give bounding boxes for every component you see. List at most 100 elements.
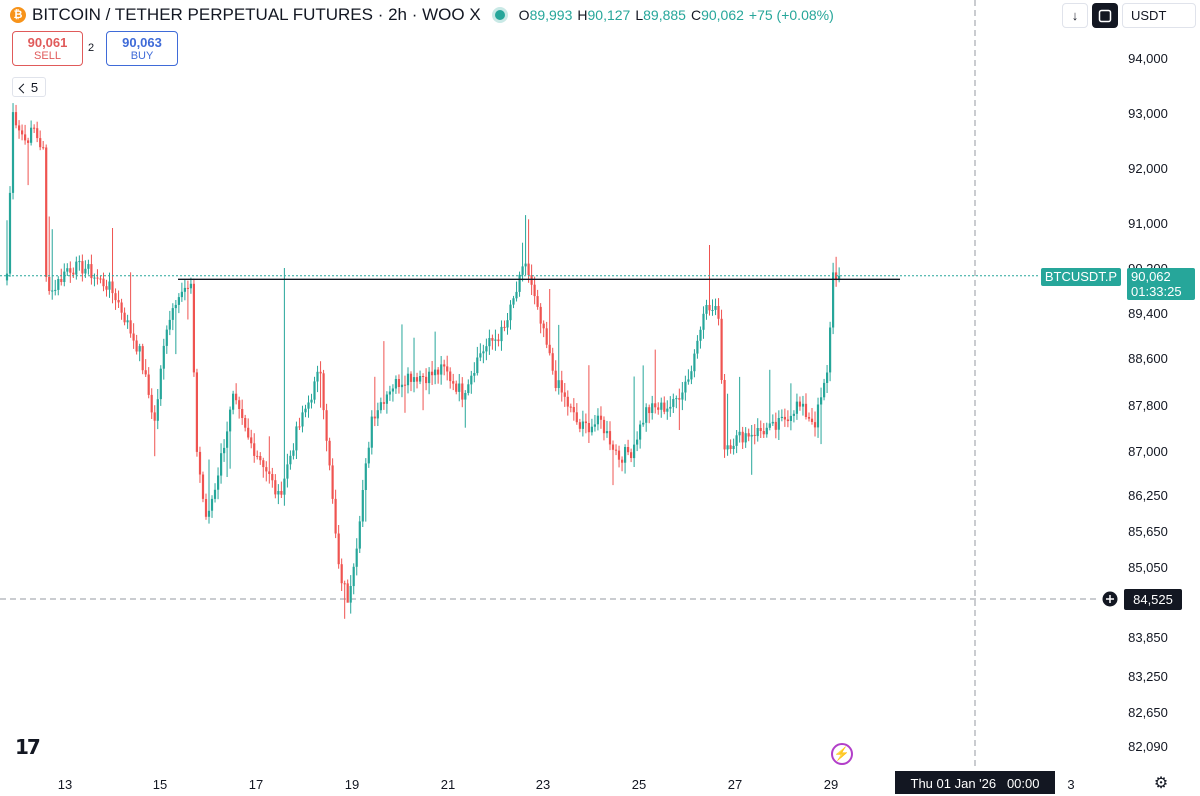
candle-body (54, 289, 57, 291)
candle-body (60, 279, 63, 282)
candle-body (705, 305, 708, 314)
candle-body (99, 278, 102, 280)
candle-body (608, 431, 612, 445)
candle-body (660, 402, 663, 410)
candle-body (66, 268, 69, 272)
candle-body (687, 379, 690, 382)
candle-body (744, 433, 747, 443)
spread-value: 2 (88, 42, 95, 54)
candle-body (798, 401, 801, 407)
candle-body (548, 344, 551, 354)
candle-body (5, 273, 9, 281)
buy-button[interactable]: 90,063 BUY (106, 31, 178, 66)
candle-body (826, 372, 829, 383)
gear-icon[interactable]: ⚙ (1153, 775, 1169, 792)
candle-body (762, 431, 765, 435)
candle-body (587, 423, 590, 433)
candle-body (304, 408, 307, 413)
candle-body (78, 261, 81, 263)
maximize-button[interactable] (1092, 3, 1118, 28)
candle-body (84, 268, 87, 274)
candle-body (8, 192, 12, 274)
sell-button[interactable]: 90,061 SELL (12, 31, 83, 66)
candle-body (337, 533, 340, 565)
candle-body (126, 320, 129, 323)
candle-body (500, 326, 503, 342)
x-tick-label: 27 (728, 777, 742, 792)
candle-body (464, 393, 467, 400)
candle-body (482, 351, 485, 354)
candle-body (391, 388, 394, 392)
bitcoin-logo-icon: ₿ (10, 7, 26, 23)
candle-body (446, 366, 449, 372)
candle-body (804, 403, 808, 417)
candle-body (575, 412, 578, 423)
candle-body (425, 376, 428, 384)
buy-label: BUY (130, 49, 154, 62)
scroll-down-button[interactable]: ↓ (1062, 3, 1088, 28)
candle-body (14, 112, 18, 126)
candle-body (569, 406, 572, 408)
candle-body (159, 368, 162, 400)
candle-body (361, 490, 364, 522)
candle-body (235, 393, 238, 401)
candle-body (274, 480, 277, 495)
candle-body (596, 415, 599, 425)
candle-body (572, 407, 575, 413)
y-tick-label: 82,090 (1128, 739, 1168, 754)
candle-body (403, 384, 407, 386)
y-tick-label: 83,250 (1128, 669, 1168, 684)
candle-body (759, 428, 762, 431)
candle-body (192, 283, 195, 373)
indicators-toggle-button[interactable]: 5 (12, 77, 46, 97)
candle-body (355, 548, 358, 567)
candle-body (412, 377, 416, 382)
symbol-title[interactable]: BITCOIN / TETHER PERPETUAL FUTURES · 2h … (32, 5, 481, 24)
candle-body (551, 353, 554, 371)
candle-body (823, 382, 826, 398)
candle-body (195, 372, 198, 452)
tradingview-logo[interactable]: 17 (15, 735, 41, 759)
candle-body (328, 440, 331, 466)
candle-body (201, 474, 205, 499)
candle-body (93, 277, 96, 279)
candle-body (370, 416, 373, 448)
chevron-down-icon (18, 83, 29, 93)
candle-body (792, 413, 795, 416)
candle-body (226, 431, 229, 448)
candle-body (702, 313, 705, 330)
candle-body (87, 264, 90, 269)
last-price-value: 90,062 (1131, 269, 1171, 284)
candle-body (807, 417, 811, 419)
candle-body (138, 346, 141, 352)
candle-body (723, 380, 726, 450)
candle-body (838, 275, 841, 281)
candle-body (476, 357, 479, 374)
price-axis[interactable]: 94,00093,00092,00091,00090,20089,40088,6… (1128, 51, 1168, 754)
candle-body (198, 451, 202, 475)
candle-body (144, 370, 147, 375)
candle-body (560, 380, 563, 393)
candle-body (654, 403, 657, 408)
y-tick-label: 88,600 (1128, 351, 1168, 366)
candle-body (512, 298, 515, 305)
time-axis[interactable]: 13 15 17 19 21 23 25 27 29 3 (58, 777, 1075, 792)
candle-body (105, 286, 108, 290)
y-tick-label: 89,400 (1128, 306, 1168, 321)
candle-body (617, 450, 621, 460)
candle-body (313, 381, 316, 400)
candle-body (750, 434, 753, 437)
candle-body (711, 310, 714, 311)
ohlc-close: C90,062 (690, 7, 744, 23)
currency-selector[interactable]: USDT (1122, 3, 1196, 28)
candle-body (343, 583, 346, 585)
candle-body (621, 459, 624, 463)
candle-body (651, 403, 654, 413)
candle-body (714, 306, 717, 310)
y-tick-label: 85,650 (1128, 524, 1168, 539)
chart-header: ₿ BITCOIN / TETHER PERPETUAL FUTURES · 2… (10, 4, 839, 26)
candle-body (220, 453, 223, 476)
candle-body (247, 427, 250, 438)
lightning-icon[interactable]: ⚡ (831, 743, 853, 765)
